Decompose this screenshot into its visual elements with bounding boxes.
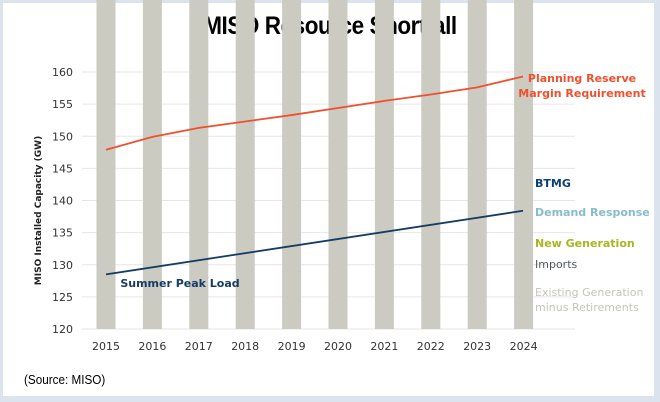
planning-reserve-label: Planning Reserve — [528, 72, 636, 85]
legend-imports: Imports — [535, 258, 578, 271]
y-tick-label: 150 — [52, 130, 73, 143]
legend-btmg: BTMG — [535, 177, 571, 190]
bar-segment-existing — [189, 0, 209, 329]
legend-demand-response: Demand Response — [535, 206, 650, 219]
y-tick-label: 145 — [52, 162, 73, 175]
bar-segment-existing — [142, 0, 162, 329]
x-tick-label: 2023 — [463, 340, 491, 353]
bar-segment-existing — [514, 0, 534, 329]
bar-segment-existing — [328, 0, 348, 329]
x-tick-label: 2022 — [417, 340, 445, 353]
bar-segment-existing — [96, 0, 116, 329]
x-tick-label: 2018 — [231, 340, 259, 353]
summer-peak-line — [105, 209, 524, 276]
y-tick-label: 125 — [52, 291, 73, 304]
planning-reserve-line — [105, 75, 524, 151]
bar-segment-existing — [235, 0, 255, 329]
bar-segment-existing — [282, 0, 302, 329]
x-tick-label: 2015 — [92, 340, 120, 353]
x-tick-label: 2019 — [278, 340, 306, 353]
y-tick-label: 140 — [52, 195, 73, 208]
planning-reserve-label: Margin Requirement — [518, 87, 645, 100]
bar-segment-existing — [374, 0, 394, 329]
summer-peak-label: Summer Peak Load — [120, 277, 239, 290]
bar-segment-existing — [467, 0, 487, 330]
y-axis-label: MISO Installed Capacity (GW) — [34, 136, 44, 285]
legend-new-generation: New Generation — [535, 237, 635, 250]
x-tick-label: 2020 — [324, 340, 352, 353]
x-tick-label: 2016 — [138, 340, 166, 353]
x-tick-label: 2021 — [370, 340, 398, 353]
legend-existing: Existing Generation — [535, 286, 643, 299]
bar-segment-existing — [421, 0, 441, 330]
y-tick-label: 120 — [52, 323, 73, 336]
y-tick-label: 155 — [52, 98, 73, 111]
y-tick-label: 130 — [52, 259, 73, 272]
x-tick-label: 2017 — [185, 340, 213, 353]
y-tick-label: 135 — [52, 227, 73, 240]
y-tick-label: 160 — [52, 66, 73, 79]
source-note: (Source: MISO) — [24, 372, 106, 387]
x-tick-label: 2024 — [510, 340, 538, 353]
legend-existing: minus Retirements — [535, 301, 639, 314]
